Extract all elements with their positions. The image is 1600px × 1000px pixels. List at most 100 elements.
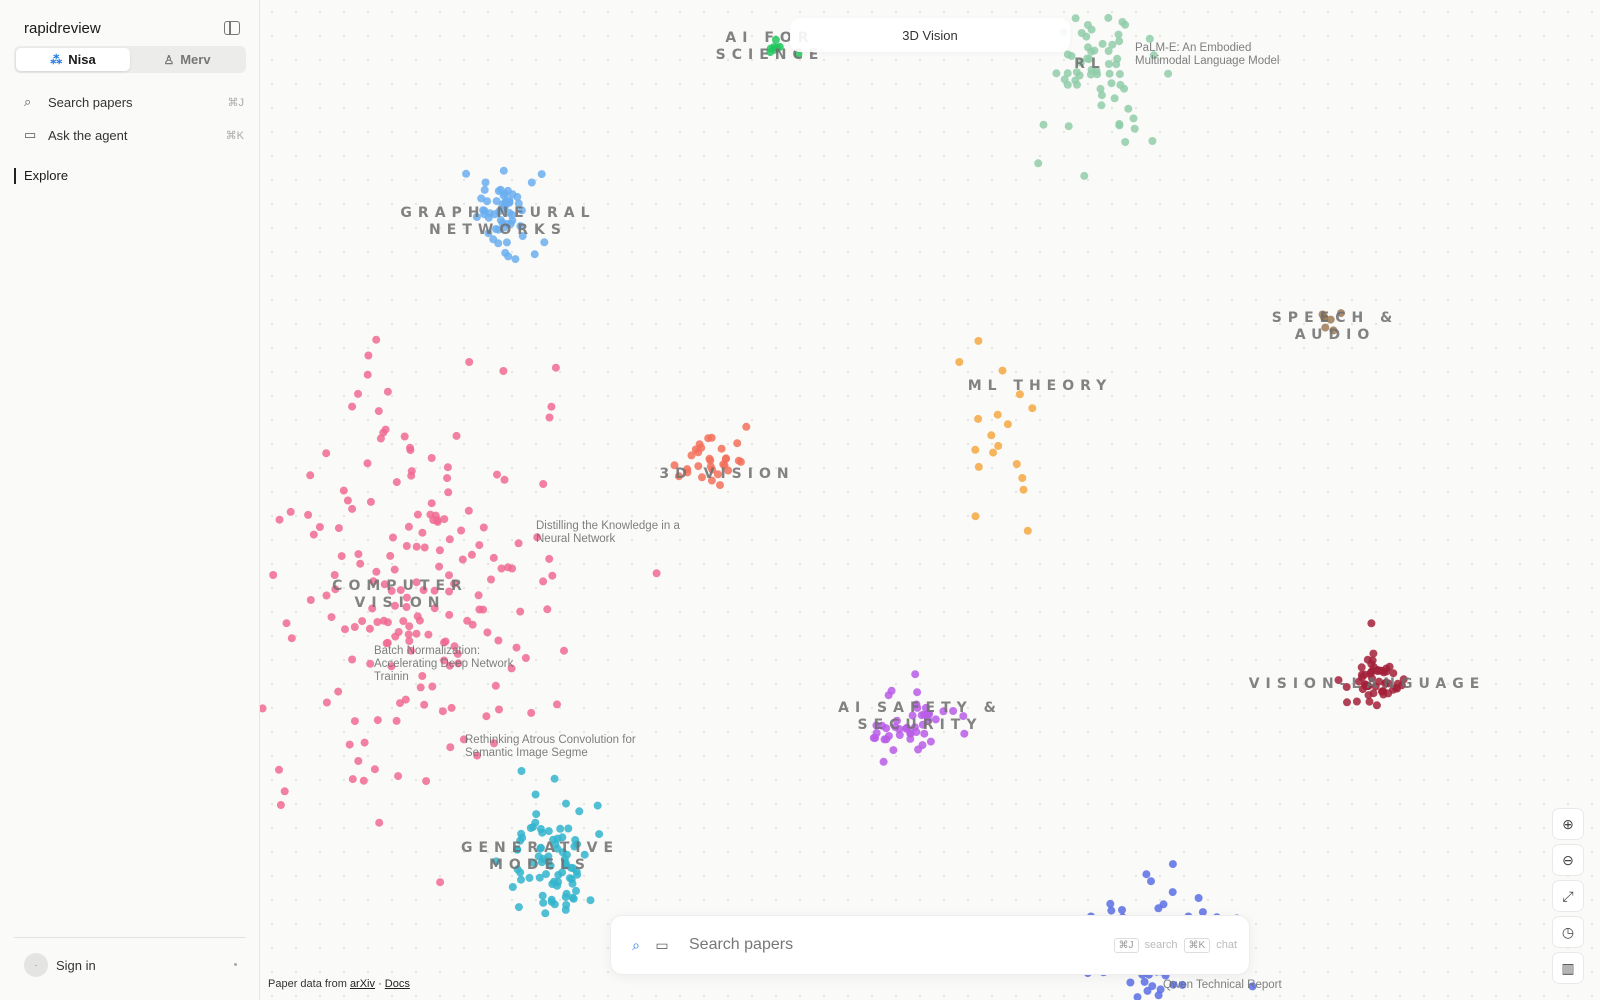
paper-dot[interactable] (551, 363, 560, 372)
paper-dot[interactable] (960, 729, 969, 738)
paper-dot[interactable] (429, 516, 438, 524)
paper-dot[interactable] (721, 454, 730, 463)
paper-dot[interactable] (569, 894, 578, 903)
paper-dot[interactable] (1076, 58, 1085, 67)
paper-dot[interactable] (1198, 908, 1207, 917)
paper-dot[interactable] (348, 655, 357, 664)
paper-dot[interactable] (445, 571, 453, 580)
paper-dot[interactable] (359, 776, 368, 785)
paper-dot[interactable] (1140, 977, 1149, 986)
paper-dot[interactable] (366, 659, 375, 668)
paper-dot[interactable] (1028, 404, 1037, 413)
paper-dot[interactable] (993, 410, 1002, 419)
paper-dot[interactable] (322, 591, 331, 600)
paper-dot[interactable] (1194, 894, 1203, 902)
paper-dot[interactable] (717, 444, 726, 453)
paper-dot[interactable] (480, 206, 489, 215)
paper-dot[interactable] (1334, 676, 1343, 685)
paper-dot[interactable] (573, 840, 582, 849)
cluster-label[interactable]: COMPUTER VISION (332, 578, 468, 611)
paper-dot[interactable] (517, 875, 525, 884)
paper-dot[interactable] (565, 874, 574, 883)
cluster-label[interactable]: GRAPH NEURAL NETWORKS (400, 205, 595, 238)
paper-dot[interactable] (383, 387, 392, 396)
paper-dot[interactable] (475, 605, 484, 614)
paper-dot[interactable] (537, 858, 546, 867)
paper-dot[interactable] (1352, 697, 1361, 706)
sidebar-item-ask-agent[interactable]: ▭ Ask the agent ⌘K (24, 124, 244, 146)
paper-dot[interactable] (560, 646, 568, 655)
paper-dot[interactable] (391, 601, 399, 610)
paper-dot[interactable] (1097, 91, 1106, 100)
paper-dot[interactable] (1178, 980, 1187, 989)
paper-dot[interactable] (508, 883, 517, 891)
paper-dot[interactable] (406, 443, 414, 452)
paper-dot[interactable] (674, 472, 683, 481)
paper-dot[interactable] (586, 896, 595, 905)
paper-label[interactable]: Distilling the Knowledge in a Neural Netw… (536, 520, 680, 545)
paper-dot[interactable] (1064, 122, 1073, 131)
paper-dot[interactable] (445, 661, 454, 670)
paper-dot[interactable] (580, 850, 589, 859)
paper-dot[interactable] (491, 681, 500, 690)
paper-dot[interactable] (401, 695, 410, 704)
sign-in-button[interactable]: · Sign in (24, 953, 96, 977)
paper-dot[interactable] (493, 470, 501, 479)
paper-dot[interactable] (341, 625, 349, 634)
paper-dot[interactable] (366, 497, 375, 506)
paper-dot[interactable] (440, 515, 449, 524)
paper-dot[interactable] (472, 213, 481, 221)
paper-dot[interactable] (1039, 120, 1048, 129)
paper-dot[interactable] (499, 166, 508, 175)
paper-dot[interactable] (974, 336, 983, 345)
paper-dot[interactable] (1080, 171, 1089, 180)
paper-dot[interactable] (1381, 679, 1390, 688)
paper-dot[interactable] (450, 579, 459, 588)
paper-dot[interactable] (911, 670, 920, 679)
paper-dot[interactable] (1343, 698, 1351, 707)
paper-dot[interactable] (531, 818, 540, 827)
paper-dot[interactable] (503, 220, 512, 228)
paper-dot[interactable] (528, 858, 537, 867)
paper-dot[interactable] (1104, 13, 1113, 22)
paper-dot[interactable] (517, 206, 526, 215)
paper-dot[interactable] (771, 35, 780, 44)
paper-dot[interactable] (394, 772, 403, 781)
paper-dot[interactable] (949, 707, 958, 715)
paper-dot[interactable] (420, 543, 429, 552)
paper-dot[interactable] (734, 456, 743, 465)
paper-dot[interactable] (545, 554, 554, 563)
paper-dot[interactable] (1115, 121, 1124, 130)
paper-dot[interactable] (889, 746, 898, 755)
paper-dot[interactable] (527, 178, 536, 187)
paper-dot[interactable] (368, 604, 377, 613)
paper-dot[interactable] (514, 903, 523, 912)
paper-dot[interactable] (508, 190, 517, 199)
paper-dot[interactable] (1168, 860, 1177, 869)
paper-dot[interactable] (435, 546, 444, 555)
paper-dot[interactable] (540, 238, 549, 247)
paper-dot[interactable] (906, 734, 915, 743)
paper-dot[interactable] (989, 448, 998, 457)
paper-dot[interactable] (416, 683, 425, 692)
paper-dot[interactable] (920, 729, 929, 738)
paper-dot[interactable] (971, 512, 980, 521)
paper-dot[interactable] (306, 596, 315, 604)
paper-dot[interactable] (539, 577, 548, 586)
paper-dot[interactable] (1126, 978, 1135, 987)
paper-dot[interactable] (392, 716, 401, 725)
paper-dot[interactable] (428, 682, 437, 691)
paper-dot[interactable] (260, 704, 267, 713)
paper-dot[interactable] (1121, 20, 1130, 29)
paper-dot[interactable] (926, 737, 935, 746)
paper-dot[interactable] (386, 551, 395, 560)
paper-dot[interactable] (1063, 69, 1072, 78)
paper-dot[interactable] (974, 462, 983, 471)
paper-dot[interactable] (1018, 474, 1027, 482)
paper-dot[interactable] (1096, 84, 1105, 93)
paper-dot[interactable] (282, 619, 291, 628)
zoom-in-button[interactable]: ⊕ (1552, 808, 1584, 840)
paper-dot[interactable] (500, 204, 509, 213)
paper-dot[interactable] (1389, 669, 1398, 678)
paper-dot[interactable] (517, 767, 526, 775)
